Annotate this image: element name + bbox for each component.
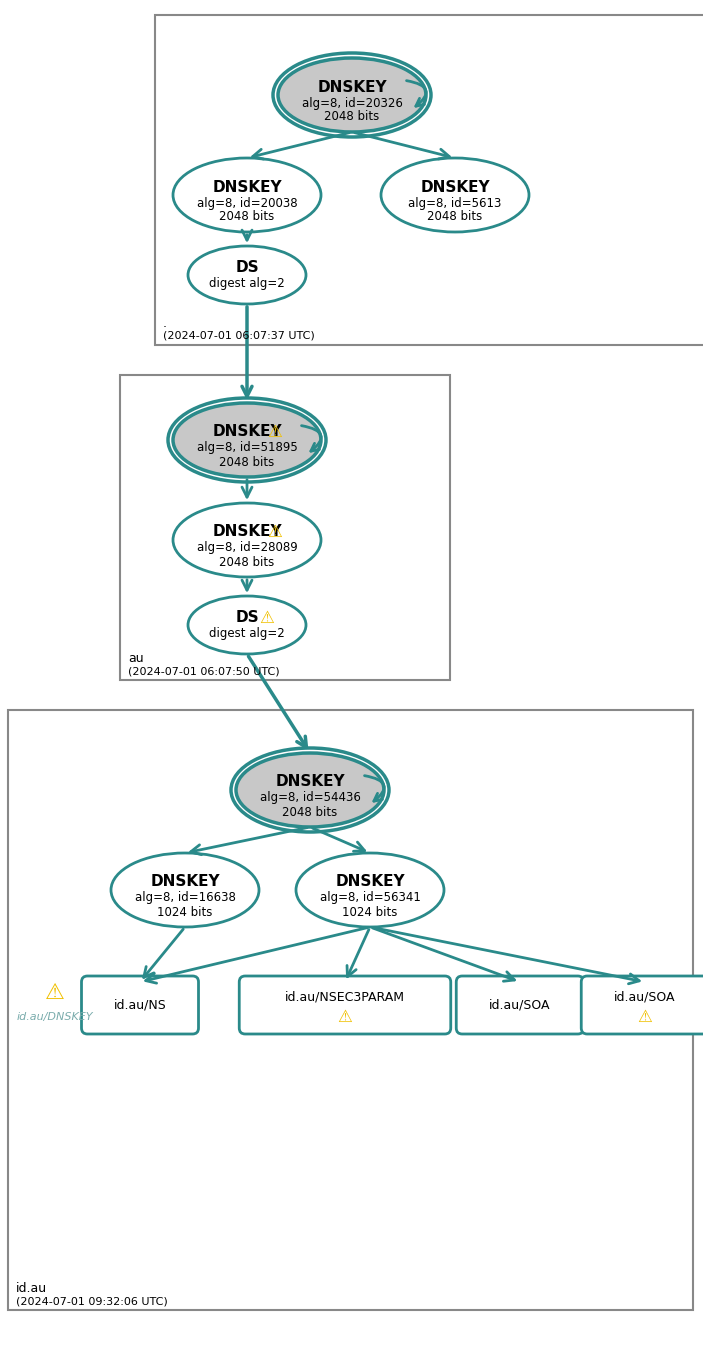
Text: 1024 bits: 1024 bits <box>157 906 213 918</box>
Ellipse shape <box>296 853 444 927</box>
Ellipse shape <box>188 246 306 305</box>
Text: ⚠: ⚠ <box>268 523 283 542</box>
Text: digest alg=2: digest alg=2 <box>209 627 285 640</box>
Ellipse shape <box>236 753 384 827</box>
Text: ⚠: ⚠ <box>259 609 274 627</box>
Text: DNSKEY: DNSKEY <box>317 80 387 95</box>
Text: 2048 bits: 2048 bits <box>219 455 275 468</box>
Text: DNSKEY: DNSKEY <box>420 180 490 195</box>
Text: id.au/NSEC3PARAM: id.au/NSEC3PARAM <box>285 991 405 1003</box>
Ellipse shape <box>173 158 321 232</box>
Text: id.au: id.au <box>16 1282 47 1294</box>
Text: DS: DS <box>236 260 259 275</box>
Text: id.au/DNSKEY: id.au/DNSKEY <box>17 1011 93 1022</box>
FancyArrowPatch shape <box>302 425 321 451</box>
FancyArrowPatch shape <box>406 81 426 106</box>
Text: id.au/SOA: id.au/SOA <box>614 991 676 1003</box>
Text: 2048 bits: 2048 bits <box>219 555 275 569</box>
Text: DNSKEY: DNSKEY <box>212 524 282 539</box>
Text: .: . <box>163 317 167 330</box>
Text: alg=8, id=56341: alg=8, id=56341 <box>320 891 420 904</box>
Text: alg=8, id=51895: alg=8, id=51895 <box>197 441 297 455</box>
Text: (2024-07-01 06:07:37 UTC): (2024-07-01 06:07:37 UTC) <box>163 330 315 341</box>
Ellipse shape <box>381 158 529 232</box>
Ellipse shape <box>173 502 321 577</box>
Text: id.au/SOA: id.au/SOA <box>489 998 550 1011</box>
Text: DS: DS <box>236 611 259 626</box>
Ellipse shape <box>278 58 426 131</box>
Text: ⚠: ⚠ <box>337 1007 352 1026</box>
Text: au: au <box>128 653 143 665</box>
Ellipse shape <box>111 853 259 927</box>
Text: 2048 bits: 2048 bits <box>427 210 483 223</box>
Text: alg=8, id=54436: alg=8, id=54436 <box>259 792 361 804</box>
Text: DNSKEY: DNSKEY <box>335 875 405 890</box>
Bar <box>8 709 693 1311</box>
FancyBboxPatch shape <box>239 976 451 1034</box>
Text: ⚠: ⚠ <box>268 422 283 441</box>
Text: 2048 bits: 2048 bits <box>283 806 337 819</box>
Ellipse shape <box>188 596 306 654</box>
Bar <box>120 375 450 680</box>
Text: (2024-07-01 06:07:50 UTC): (2024-07-01 06:07:50 UTC) <box>128 666 280 676</box>
Text: 1024 bits: 1024 bits <box>342 906 398 918</box>
Text: (2024-07-01 09:32:06 UTC): (2024-07-01 09:32:06 UTC) <box>16 1296 168 1307</box>
Text: alg=8, id=20038: alg=8, id=20038 <box>197 196 297 210</box>
Bar <box>155 15 703 345</box>
Text: alg=8, id=28089: alg=8, id=28089 <box>197 542 297 555</box>
Text: DNSKEY: DNSKEY <box>150 875 220 890</box>
Ellipse shape <box>173 403 321 477</box>
FancyBboxPatch shape <box>456 976 583 1034</box>
Text: alg=8, id=16638: alg=8, id=16638 <box>134 891 236 904</box>
Text: digest alg=2: digest alg=2 <box>209 278 285 291</box>
FancyArrowPatch shape <box>365 776 385 802</box>
Text: DNSKEY: DNSKEY <box>212 425 282 440</box>
Text: alg=8, id=5613: alg=8, id=5613 <box>408 196 502 210</box>
Text: 2048 bits: 2048 bits <box>324 111 380 123</box>
Text: alg=8, id=20326: alg=8, id=20326 <box>302 96 402 110</box>
Text: 2048 bits: 2048 bits <box>219 210 275 223</box>
FancyBboxPatch shape <box>82 976 198 1034</box>
Text: ⚠: ⚠ <box>638 1007 652 1026</box>
Text: ⚠: ⚠ <box>45 983 65 1003</box>
Text: DNSKEY: DNSKEY <box>275 774 344 789</box>
Text: DNSKEY: DNSKEY <box>212 180 282 195</box>
Text: id.au/NS: id.au/NS <box>114 998 167 1011</box>
FancyBboxPatch shape <box>581 976 703 1034</box>
